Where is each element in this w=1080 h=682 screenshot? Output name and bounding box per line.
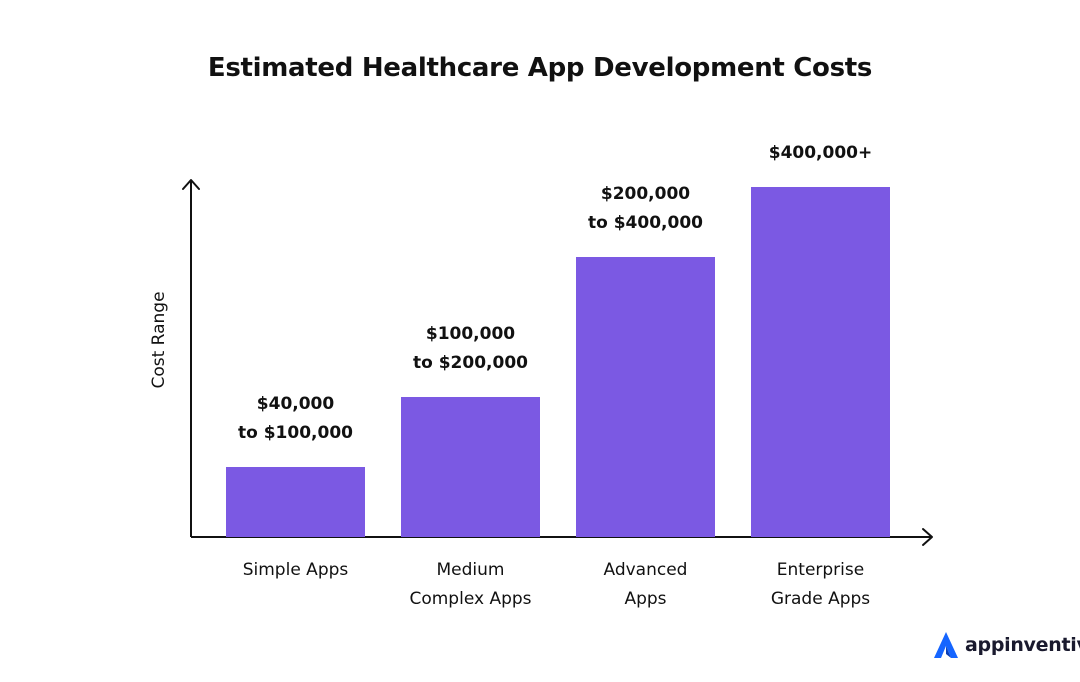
x-tick-label: Apps [624, 589, 666, 609]
x-tick-label: Simple Apps [243, 560, 349, 580]
data-label: $400,000+ [769, 143, 873, 163]
chart-title: Estimated Healthcare App Development Cos… [207, 53, 873, 83]
x-tick-label: Complex Apps [409, 589, 531, 609]
appinventiv-logo-icon [934, 632, 958, 658]
y-axis-arrow-icon [182, 179, 200, 190]
x-tick-label: Grade Apps [771, 589, 870, 609]
bar [751, 187, 890, 537]
x-tick-label: Advanced [604, 560, 688, 580]
x-axis-arrow-icon [922, 528, 933, 546]
brand-logo: appinventiv [932, 628, 1080, 662]
bar [401, 397, 540, 537]
data-label: $100,000 [426, 324, 515, 344]
bar [576, 257, 715, 537]
data-label: $200,000 [601, 184, 690, 204]
x-tick-label: Enterprise [777, 560, 864, 580]
data-label: to $100,000 [238, 423, 353, 443]
brand-name: appinventiv [965, 634, 1080, 656]
data-label: to $200,000 [413, 353, 528, 373]
data-label: to $400,000 [588, 213, 703, 233]
data-label: $40,000 [257, 394, 335, 414]
x-tick-label: Medium [437, 560, 505, 580]
bar [226, 467, 365, 537]
